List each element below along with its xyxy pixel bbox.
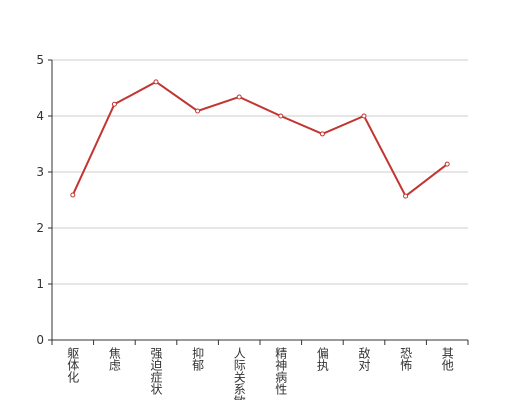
point	[236, 94, 242, 100]
y-tick-label: 2	[36, 221, 44, 235]
point	[195, 108, 201, 114]
point	[111, 101, 117, 107]
x-tick-label: 精神病性	[274, 347, 288, 396]
point	[403, 193, 409, 199]
x-tick-label: 偏执	[315, 346, 329, 372]
x-tick-label: 焦虑	[107, 347, 121, 371]
x-tick-label: 敌对	[357, 346, 371, 371]
x-tick-label: 恐怖	[399, 347, 413, 371]
point	[70, 192, 76, 198]
point	[444, 161, 450, 167]
y-tick-label: 3	[36, 165, 44, 179]
point	[319, 131, 325, 137]
x-tick-label: 其他	[440, 347, 454, 371]
x-tick-label: 人际关系敏感	[232, 347, 246, 400]
x-tick-label: 躯体化	[66, 346, 80, 384]
point	[278, 113, 284, 119]
y-tick-label: 5	[36, 53, 44, 67]
point	[361, 113, 367, 119]
y-tick-label: 1	[36, 277, 44, 291]
x-tick-label: 抑郁	[191, 346, 205, 372]
x-tick-label: 强迫症状	[149, 347, 163, 395]
line	[71, 80, 448, 198]
y-tick-label: 4	[36, 109, 44, 123]
point	[153, 79, 159, 85]
y-tick-label: 0	[36, 333, 44, 347]
